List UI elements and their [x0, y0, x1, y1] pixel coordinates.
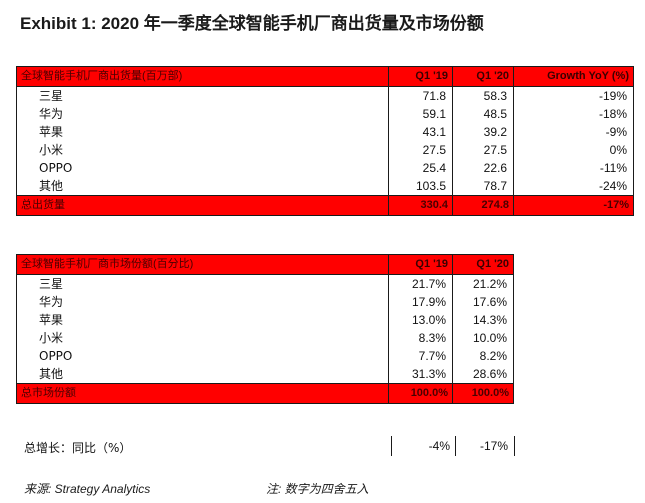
- source-note: 来源: Strategy Analytics: [24, 482, 151, 496]
- value-q120: 78.7: [452, 177, 514, 196]
- shipments-header-yoy: Growth YoY (%): [513, 66, 634, 87]
- value-q119: 21.7%: [388, 274, 453, 293]
- value-q120: 8.2%: [452, 347, 514, 365]
- share-total-row: 总市场份额 100.0% 100.0%: [16, 383, 514, 404]
- vendor-name: 小米: [16, 141, 389, 159]
- value-q120: 10.0%: [452, 329, 514, 347]
- value-q120: 14.3%: [452, 311, 514, 329]
- value-q120: 48.5: [452, 105, 514, 123]
- table-row: 华为 17.9% 17.6%: [16, 293, 514, 311]
- share-header-row: 全球智能手机厂商市场份额(百分比) Q1 '19 Q1 '20: [16, 254, 514, 275]
- value-q119: 13.0%: [388, 311, 453, 329]
- rounding-note: 注: 数字为四舍五入: [266, 482, 369, 496]
- value-q120: 27.5: [452, 141, 514, 159]
- share-header-q119: Q1 '19: [388, 254, 453, 275]
- table-row: 苹果 13.0% 14.3%: [16, 311, 514, 329]
- growth-q120: -17%: [479, 439, 508, 453]
- vendor-name: 苹果: [16, 123, 389, 141]
- value-q119: 43.1: [388, 123, 453, 141]
- value-q120: 17.6%: [452, 293, 514, 311]
- value-yoy: -19%: [513, 86, 634, 105]
- exhibit-title: Exhibit 1: 2020 年一季度全球智能手机厂商出货量及市场份额: [20, 14, 484, 33]
- table-row: 华为 59.1 48.5 -18%: [16, 105, 634, 123]
- value-yoy: -11%: [513, 159, 634, 177]
- table-row: 三星 21.7% 21.2%: [16, 274, 514, 293]
- value-q119: 71.8: [388, 86, 453, 105]
- value-q119: 8.3%: [388, 329, 453, 347]
- total-q119: 330.4: [388, 195, 453, 216]
- table-row: 其他 31.3% 28.6%: [16, 365, 514, 384]
- value-q119: 17.9%: [388, 293, 453, 311]
- shipments-table: 全球智能手机厂商出货量(百万部) Q1 '19 Q1 '20 Growth Yo…: [16, 66, 634, 216]
- total-q119: 100.0%: [388, 383, 453, 404]
- market-share-table: 全球智能手机厂商市场份额(百分比) Q1 '19 Q1 '20 三星 21.7%…: [16, 254, 514, 404]
- value-q119: 59.1: [388, 105, 453, 123]
- value-yoy: -9%: [513, 123, 634, 141]
- table-row: 小米 27.5 27.5 0%: [16, 141, 634, 159]
- vendor-name: 苹果: [16, 311, 389, 329]
- value-q120: 39.2: [452, 123, 514, 141]
- vendor-name: 小米: [16, 329, 389, 347]
- total-q120: 274.8: [452, 195, 514, 216]
- value-q120: 28.6%: [452, 365, 514, 384]
- vendor-name: 其他: [16, 177, 389, 196]
- growth-label: 总增长：同比（%）: [24, 441, 132, 455]
- share-header-label: 全球智能手机厂商市场份额(百分比): [16, 254, 389, 275]
- divider: [514, 436, 515, 456]
- vendor-name: 华为: [16, 293, 389, 311]
- table-row: OPPO 7.7% 8.2%: [16, 347, 514, 365]
- vendor-name: 三星: [16, 86, 389, 105]
- vendor-name: OPPO: [16, 159, 389, 177]
- vendor-name: 三星: [16, 274, 389, 293]
- table-row: OPPO 25.4 22.6 -11%: [16, 159, 634, 177]
- value-yoy: -24%: [513, 177, 634, 196]
- table-row: 苹果 43.1 39.2 -9%: [16, 123, 634, 141]
- shipments-total-row: 总出货量 330.4 274.8 -17%: [16, 195, 634, 216]
- vendor-name: 华为: [16, 105, 389, 123]
- value-q120: 22.6: [452, 159, 514, 177]
- total-label: 总市场份额: [16, 383, 389, 404]
- value-q119: 27.5: [388, 141, 453, 159]
- value-q120: 58.3: [452, 86, 514, 105]
- share-header-q120: Q1 '20: [452, 254, 514, 275]
- total-growth-row: 总增长：同比（%） -4% -17%: [22, 434, 622, 458]
- divider: [391, 436, 392, 456]
- table-row: 其他 103.5 78.7 -24%: [16, 177, 634, 196]
- vendor-name: OPPO: [16, 347, 389, 365]
- shipments-header-label: 全球智能手机厂商出货量(百万部): [16, 66, 389, 87]
- total-label: 总出货量: [16, 195, 389, 216]
- value-q119: 7.7%: [388, 347, 453, 365]
- shipments-header-row: 全球智能手机厂商出货量(百万部) Q1 '19 Q1 '20 Growth Yo…: [16, 66, 634, 87]
- table-row: 小米 8.3% 10.0%: [16, 329, 514, 347]
- shipments-header-q120: Q1 '20: [452, 66, 514, 87]
- growth-q119: -4%: [428, 439, 450, 453]
- table-row: 三星 71.8 58.3 -19%: [16, 86, 634, 105]
- value-yoy: 0%: [513, 141, 634, 159]
- vendor-name: 其他: [16, 365, 389, 384]
- value-q119: 103.5: [388, 177, 453, 196]
- shipments-header-q119: Q1 '19: [388, 66, 453, 87]
- total-q120: 100.0%: [452, 383, 514, 404]
- divider: [455, 436, 456, 456]
- total-yoy: -17%: [513, 195, 634, 216]
- value-q119: 25.4: [388, 159, 453, 177]
- value-yoy: -18%: [513, 105, 634, 123]
- value-q120: 21.2%: [452, 274, 514, 293]
- value-q119: 31.3%: [388, 365, 453, 384]
